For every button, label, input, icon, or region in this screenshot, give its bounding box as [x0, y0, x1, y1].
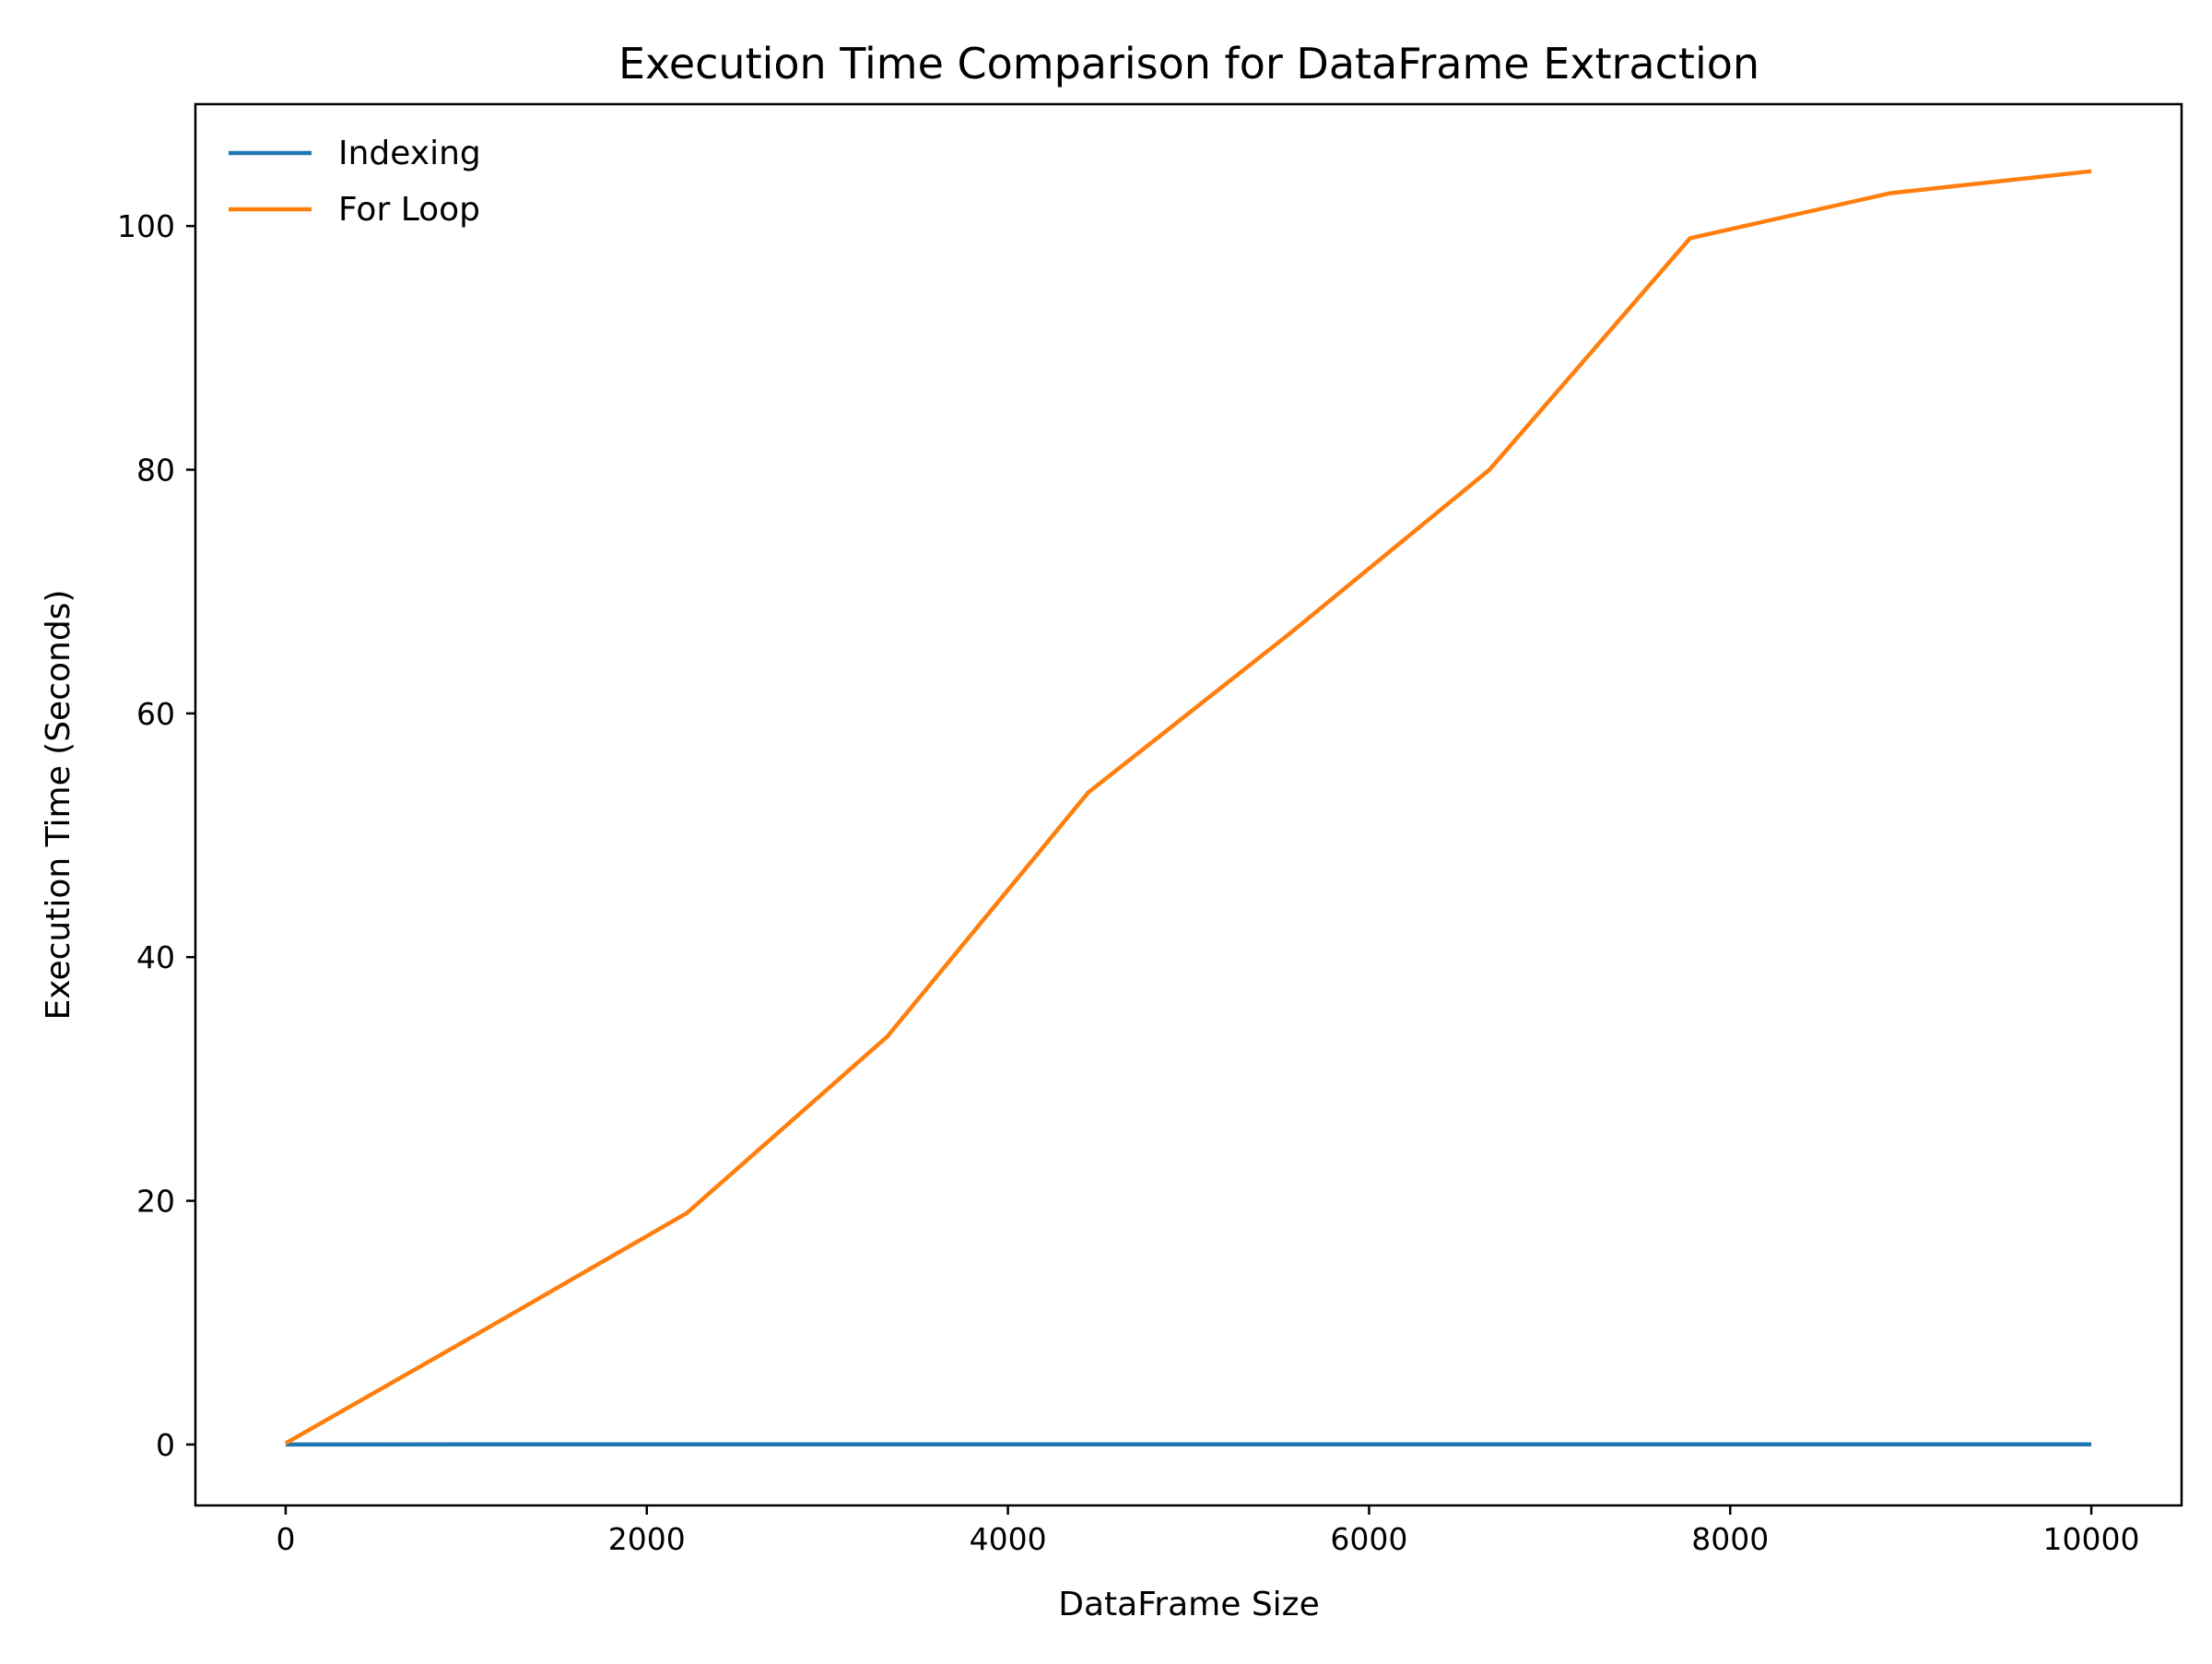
y-tick-label: 20 [136, 1184, 175, 1220]
x-axis-label: DataFrame Size [1058, 1586, 1319, 1623]
x-tick-label: 4000 [970, 1521, 1047, 1557]
y-axis-label: Execution Time (Seconds) [40, 590, 77, 1021]
legend-label-for-loop: For Loop [338, 191, 480, 229]
y-tick-label: 100 [117, 208, 175, 244]
y-tick-label: 60 [136, 696, 175, 732]
y-tick-label: 40 [136, 939, 175, 975]
x-tick-label: 8000 [1691, 1521, 1769, 1557]
chart-title: Execution Time Comparison for DataFrame … [618, 39, 1759, 89]
y-tick-label: 0 [156, 1427, 175, 1463]
x-tick-label: 10000 [2043, 1521, 2140, 1557]
x-tick-label: 0 [276, 1521, 295, 1557]
x-tick-label: 2000 [608, 1521, 686, 1557]
x-tick-label: 6000 [1330, 1521, 1407, 1557]
legend-label-indexing: Indexing [338, 135, 481, 172]
y-tick-label: 80 [136, 453, 175, 489]
